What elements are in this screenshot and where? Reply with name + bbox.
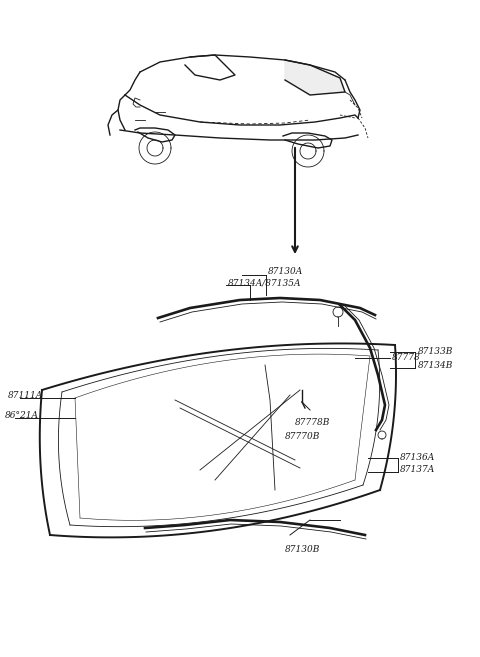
Text: 87778: 87778 xyxy=(392,353,421,363)
Text: 87130B: 87130B xyxy=(285,545,320,554)
Text: 86°21A: 86°21A xyxy=(5,411,39,420)
Polygon shape xyxy=(285,60,345,95)
Text: 87770B: 87770B xyxy=(285,432,320,441)
Text: 87130A: 87130A xyxy=(268,267,303,277)
Text: 87137A: 87137A xyxy=(400,466,435,474)
Text: 87778B: 87778B xyxy=(295,418,330,427)
Text: 87133B: 87133B xyxy=(418,348,454,357)
Text: 87134A/87135A: 87134A/87135A xyxy=(228,279,301,288)
Text: 87134B: 87134B xyxy=(418,361,454,369)
Text: 87111A: 87111A xyxy=(8,392,43,401)
Text: 87136A: 87136A xyxy=(400,453,435,461)
